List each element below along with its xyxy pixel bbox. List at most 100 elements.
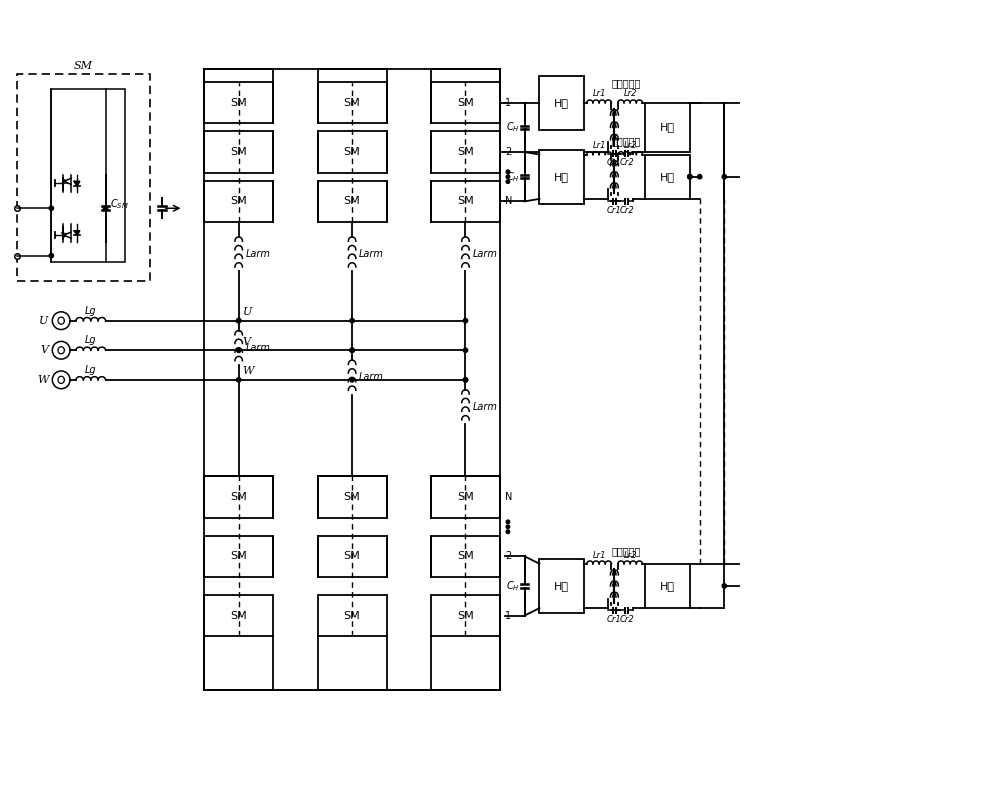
Bar [645, 564, 690, 608]
Text: SM: SM [344, 98, 360, 108]
Bar [318, 536, 387, 577]
Text: SM: SM [230, 147, 247, 157]
Circle shape [237, 319, 241, 323]
Text: W: W [243, 366, 254, 376]
Bar [204, 180, 273, 222]
Text: U: U [39, 316, 48, 326]
Text: Lr1: Lr1 [592, 141, 606, 150]
Text: Cr1: Cr1 [607, 615, 622, 624]
Text: Cr1: Cr1 [607, 159, 622, 167]
Text: Cr2: Cr2 [619, 205, 634, 214]
Bar [51, 89, 125, 261]
Text: U: U [243, 307, 252, 317]
Text: H桥: H桥 [554, 172, 569, 182]
Bar [431, 180, 500, 222]
Text: SM: SM [230, 611, 247, 621]
Text: SM: SM [457, 552, 474, 561]
Text: W: W [37, 375, 48, 385]
Circle shape [506, 170, 510, 174]
Circle shape [506, 525, 510, 528]
Text: Lr1: Lr1 [592, 89, 606, 99]
Text: $C_H$: $C_H$ [506, 170, 520, 184]
Text: SM: SM [230, 552, 247, 561]
Text: SM: SM [74, 61, 93, 71]
Bar [318, 131, 387, 173]
Circle shape [350, 319, 354, 323]
Text: Larm: Larm [359, 372, 384, 383]
Text: Larm: Larm [246, 343, 270, 353]
Circle shape [506, 530, 510, 533]
Circle shape [350, 348, 354, 353]
Bar [539, 150, 584, 204]
Circle shape [463, 348, 468, 353]
Bar [539, 559, 584, 613]
Text: V: V [40, 345, 48, 355]
Circle shape [463, 378, 468, 382]
Bar [318, 180, 387, 222]
Circle shape [350, 378, 354, 382]
Circle shape [103, 206, 108, 210]
Circle shape [688, 175, 692, 179]
Bar [318, 595, 387, 636]
Bar [318, 82, 387, 124]
Text: SM: SM [457, 197, 474, 206]
Text: SM: SM [457, 147, 474, 157]
Text: N: N [505, 197, 512, 206]
Polygon shape [74, 231, 80, 235]
Text: V: V [243, 337, 251, 347]
Text: Larm: Larm [359, 249, 384, 259]
Text: Cr2: Cr2 [619, 615, 634, 624]
Text: 2: 2 [505, 552, 511, 561]
Circle shape [506, 175, 510, 179]
Text: H桥: H桥 [660, 581, 675, 591]
Text: $C_H$: $C_H$ [506, 579, 520, 593]
Text: Cr1: Cr1 [607, 205, 622, 214]
Circle shape [506, 180, 510, 184]
Circle shape [49, 253, 53, 258]
Text: 高频变压器: 高频变压器 [612, 78, 641, 88]
Circle shape [722, 175, 727, 179]
Circle shape [722, 584, 727, 588]
Bar [431, 536, 500, 577]
Text: Larm: Larm [472, 402, 497, 412]
Circle shape [350, 348, 354, 353]
Text: Lr2: Lr2 [623, 89, 637, 99]
Text: $C_H$: $C_H$ [506, 121, 520, 134]
Text: SM: SM [344, 611, 360, 621]
Bar [204, 477, 273, 518]
Circle shape [463, 319, 468, 323]
Bar [539, 75, 584, 130]
Bar [204, 131, 273, 173]
Text: SM: SM [230, 492, 247, 502]
Text: N: N [505, 492, 512, 502]
Bar [204, 536, 273, 577]
Bar [204, 82, 273, 124]
Text: Lr2: Lr2 [623, 551, 637, 560]
Bar [431, 595, 500, 636]
Text: SM: SM [230, 98, 247, 108]
Text: SM: SM [457, 98, 474, 108]
Text: Lg: Lg [85, 306, 97, 316]
Text: SM: SM [230, 197, 247, 206]
Text: H桥: H桥 [554, 581, 569, 591]
Bar [318, 477, 387, 518]
Text: Lr1: Lr1 [592, 551, 606, 560]
Text: Lg: Lg [85, 365, 97, 375]
Circle shape [49, 206, 53, 210]
Bar [645, 155, 690, 199]
Bar [431, 82, 500, 124]
Circle shape [506, 520, 510, 523]
Text: SM: SM [344, 552, 360, 561]
Text: SM: SM [344, 492, 360, 502]
Circle shape [688, 175, 692, 179]
Bar [645, 103, 690, 152]
Text: $C_{SM}$: $C_{SM}$ [110, 197, 129, 211]
Circle shape [237, 348, 241, 353]
Circle shape [237, 378, 241, 382]
Bar [431, 131, 500, 173]
Circle shape [237, 319, 241, 323]
Text: 2: 2 [505, 147, 511, 157]
Bar [204, 595, 273, 636]
Text: SM: SM [344, 197, 360, 206]
Text: SM: SM [457, 492, 474, 502]
